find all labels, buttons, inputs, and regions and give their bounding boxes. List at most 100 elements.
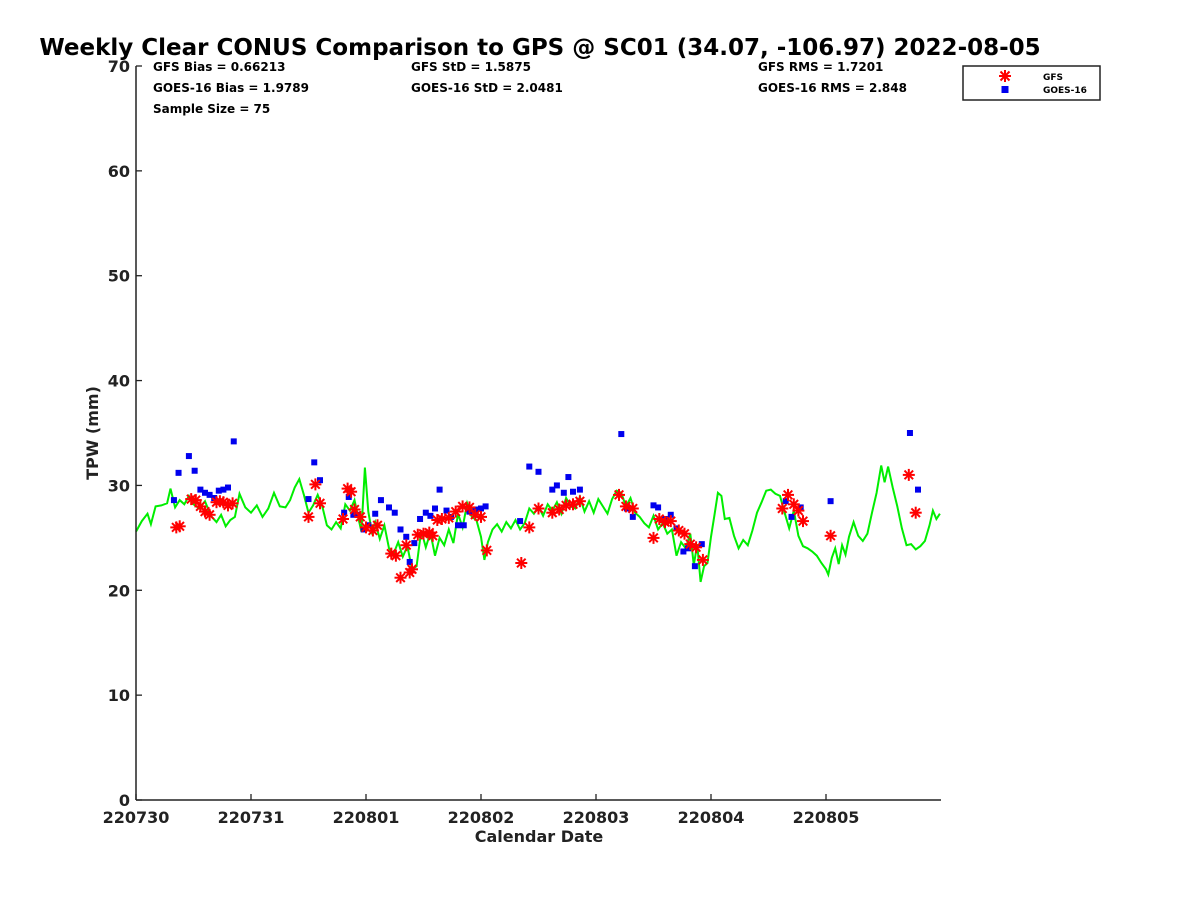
gfs-point [573,495,586,508]
y-tick-label: 60 [108,162,130,181]
goes16-point [386,504,392,511]
goes16-point [436,486,443,493]
goes16-point [535,468,542,475]
goes16-point [341,509,348,516]
goes16-point [618,431,625,438]
goes16-point [560,489,567,496]
chart-title: Weekly Clear CONUS Comparison to GPS @ S… [39,35,1040,61]
y-tick-label: 50 [108,267,130,286]
goes16-point [377,497,384,504]
goes16-point [549,486,556,493]
gfs-point [449,505,462,518]
stat-goes-bias: GOES-16 Bias = 1.9789 [153,81,309,95]
y-ticks: 0 10 20 30 40 50 60 70 [108,57,142,810]
goes16-point [406,558,413,565]
gfs-point [389,549,402,562]
goes16-point [350,511,357,518]
gfs-point [475,510,487,523]
x-tick-label: 220731 [218,808,285,827]
goes16-point [185,453,192,460]
goes16-point [206,491,213,498]
goes16-point [650,502,657,509]
gfs-point [226,497,239,510]
gfs-point [626,502,639,515]
goes16-point [202,489,208,496]
goes16-point [460,522,467,529]
gfs-point [354,510,367,523]
gfs-point [664,515,677,528]
gfs-point [532,502,545,515]
goes16-point [788,513,795,520]
goes16-point [305,496,312,503]
goes16-point [685,545,691,552]
stat-gfs-std: GFS StD = 1.5875 [411,60,531,74]
gfs-point [309,478,322,491]
goes16-point [455,522,461,529]
gfs-point [902,468,915,481]
goes16-point [197,486,204,493]
gfs-point [189,494,202,507]
gfs-point [469,508,482,521]
y-tick-label: 0 [119,791,130,810]
goes16-point [680,548,687,555]
goes16-point [427,512,434,519]
goes16-point [397,526,404,533]
gfs-point [400,539,413,552]
stat-gfs-bias: GFS Bias = 0.66213 [153,60,285,74]
goes16-point [411,540,418,547]
goes16-point [570,488,576,495]
legend: GFS GOES-16 [962,65,1101,101]
goes16-point [443,507,450,514]
x-tick-label: 220801 [333,808,400,827]
goes16-point [827,498,834,505]
goes16-point [230,438,237,445]
gfs-point [797,515,809,528]
goes16-point [372,510,379,517]
gfs-point [337,513,349,525]
goes16-point [565,474,572,481]
legend-gfs-label: GFS [1043,73,1063,83]
goes16-point [478,505,484,512]
legend-gfs-marker [999,70,1011,82]
gfs-point [792,504,805,517]
stat-goes-std: GOES-16 StD = 2.0481 [411,81,563,95]
gfs-point [776,502,789,515]
gfs-point [203,508,216,521]
goes16-point [782,498,789,505]
gfs-point [302,510,315,523]
legend-box [962,65,1101,101]
goes16-point [311,459,318,466]
x-tick-label: 220803 [563,808,630,827]
gfs-point [523,521,536,534]
gfs-point [787,498,800,511]
gfs-point [782,488,794,501]
goes16-point [667,511,674,518]
y-tick-label: 70 [108,57,130,76]
gfs-point [371,519,384,532]
gfs-point [314,497,326,510]
legend-goes-marker [1001,86,1009,93]
goes16-point [403,533,410,540]
goes16-point [526,463,533,470]
stat-goes-rms: GOES-16 RMS = 2.848 [758,81,907,95]
y-axis-label: TPW (mm) [83,386,102,480]
goes16-point [517,518,524,525]
gfs-point [613,488,625,501]
y-tick-label: 40 [108,372,130,391]
goes16-point [215,487,222,494]
stat-sample-size: Sample Size = 75 [153,102,270,116]
x-tick-label: 220804 [678,808,745,827]
stat-gfs-rms: GFS RMS = 1.7201 [758,60,883,74]
goes16-point [422,509,429,516]
gfs-point [463,501,476,514]
x-ticks: 220730 220731 220801 220802 220803 220804 2208… [103,794,859,827]
gfs-point [406,563,418,576]
gfs-point [909,506,922,519]
goes16-point [915,486,921,493]
goes16-point [211,495,218,502]
x-tick-label: 220730 [103,808,170,827]
y-tick-label: 10 [108,686,130,705]
gfs-point [690,541,703,554]
gfs-point [515,557,528,569]
